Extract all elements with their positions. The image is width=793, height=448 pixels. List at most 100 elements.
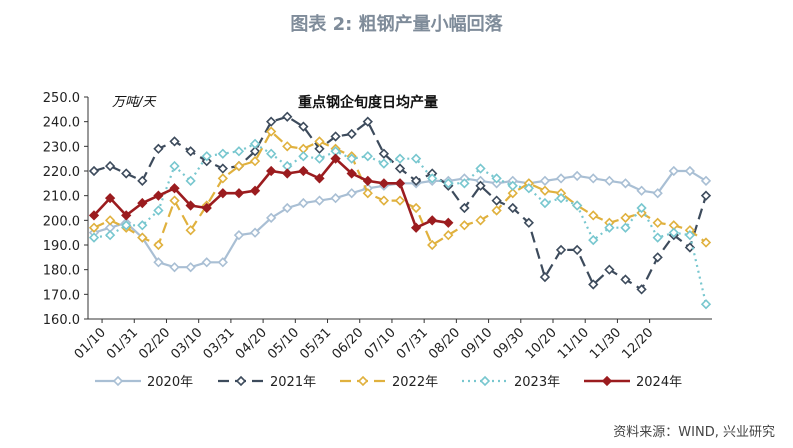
x-tick-label: 04/20 bbox=[233, 325, 270, 362]
data-point-2021年 bbox=[153, 143, 164, 154]
data-point-2021年 bbox=[121, 168, 132, 179]
data-point-2023年 bbox=[459, 178, 470, 189]
data-point-2023年 bbox=[378, 158, 390, 169]
legend-marker-2020年 bbox=[112, 375, 124, 387]
data-point-2020年 bbox=[233, 230, 245, 241]
data-point-2023年 bbox=[523, 183, 534, 194]
data-point-2024年 bbox=[153, 190, 164, 201]
x-tick-label: 02/20 bbox=[136, 325, 173, 362]
source-note: 资料来源：WIND, 兴业研究 bbox=[613, 425, 775, 440]
data-point-2022年 bbox=[475, 215, 486, 226]
data-point-2021年 bbox=[330, 131, 341, 142]
data-point-2021年 bbox=[298, 121, 309, 132]
data-point-2024年 bbox=[169, 183, 180, 194]
data-point-2022年 bbox=[362, 188, 373, 199]
data-point-2021年 bbox=[604, 264, 615, 275]
x-tick-label: 03/31 bbox=[201, 325, 238, 362]
data-point-2024年 bbox=[378, 178, 390, 189]
x-tick-label: 11/10 bbox=[555, 325, 592, 362]
data-point-2022年 bbox=[507, 188, 518, 199]
data-point-2023年 bbox=[572, 200, 583, 211]
legend-label-2021年: 2021年 bbox=[270, 375, 316, 390]
data-point-2022年 bbox=[233, 160, 245, 172]
data-point-2023年 bbox=[604, 222, 615, 233]
data-point-2020年 bbox=[249, 227, 261, 238]
data-point-2023年 bbox=[153, 205, 164, 216]
data-point-2021年 bbox=[620, 274, 631, 285]
data-point-2020年 bbox=[620, 178, 631, 189]
data-point-2022年 bbox=[169, 195, 180, 206]
data-point-2022年 bbox=[249, 156, 261, 167]
data-point-2020年 bbox=[604, 175, 615, 186]
data-point-2022年 bbox=[410, 202, 422, 214]
x-tick-label: 03/10 bbox=[168, 325, 205, 362]
y-tick-label: 250.0 bbox=[43, 91, 80, 106]
data-point-2022年 bbox=[491, 205, 502, 216]
data-point-2024年 bbox=[121, 210, 132, 221]
data-point-2023年 bbox=[588, 234, 599, 246]
data-point-2023年 bbox=[539, 197, 551, 209]
data-point-2023年 bbox=[266, 148, 277, 159]
data-point-2024年 bbox=[282, 168, 293, 179]
data-point-2021年 bbox=[539, 271, 551, 283]
data-point-2020年 bbox=[266, 212, 277, 223]
data-point-2021年 bbox=[266, 116, 277, 127]
data-point-2020年 bbox=[330, 193, 341, 204]
legend-marker-2021年 bbox=[235, 375, 247, 387]
data-point-2022年 bbox=[394, 195, 406, 206]
data-point-2022年 bbox=[282, 141, 293, 152]
x-tick-label: 05/31 bbox=[297, 325, 334, 362]
y-tick-label: 160.0 bbox=[43, 313, 80, 328]
data-point-2023年 bbox=[362, 151, 373, 162]
y-tick-label: 230.0 bbox=[43, 140, 80, 155]
data-point-2024年 bbox=[298, 165, 309, 177]
data-point-2024年 bbox=[249, 185, 261, 196]
data-point-2021年 bbox=[88, 165, 100, 177]
data-point-2024年 bbox=[314, 173, 325, 184]
data-point-2022年 bbox=[443, 230, 454, 241]
data-point-2022年 bbox=[652, 217, 663, 228]
data-point-2023年 bbox=[88, 232, 100, 243]
data-point-2024年 bbox=[394, 178, 406, 189]
data-point-2022年 bbox=[539, 185, 551, 196]
data-point-2020年 bbox=[153, 257, 164, 268]
data-point-2020年 bbox=[346, 188, 357, 199]
data-point-2020年 bbox=[555, 173, 567, 184]
data-point-2023年 bbox=[475, 163, 486, 174]
data-point-2022年 bbox=[153, 239, 164, 251]
data-point-2020年 bbox=[282, 202, 293, 214]
data-point-2021年 bbox=[684, 242, 696, 253]
data-point-2021年 bbox=[137, 175, 148, 186]
data-point-2023年 bbox=[121, 220, 132, 231]
x-tick-label: 05/10 bbox=[265, 325, 302, 362]
data-point-2023年 bbox=[410, 153, 422, 164]
data-point-2021年 bbox=[410, 175, 422, 186]
data-point-2020年 bbox=[539, 175, 551, 186]
data-point-2022年 bbox=[378, 195, 390, 206]
data-point-2023年 bbox=[620, 222, 631, 233]
data-point-2021年 bbox=[572, 244, 583, 256]
y-tick-label: 240.0 bbox=[43, 116, 80, 131]
y-tick-label: 220.0 bbox=[43, 165, 80, 180]
data-point-2021年 bbox=[700, 190, 712, 201]
legend-label-2023年: 2023年 bbox=[514, 375, 560, 390]
x-tick-label: 11/30 bbox=[587, 325, 624, 362]
data-point-2024年 bbox=[201, 202, 212, 214]
data-point-2023年 bbox=[298, 151, 309, 162]
data-point-2022年 bbox=[459, 220, 470, 231]
data-point-2023年 bbox=[201, 151, 212, 162]
data-point-2023年 bbox=[217, 148, 228, 159]
data-point-2021年 bbox=[636, 284, 647, 295]
data-point-2023年 bbox=[491, 173, 502, 184]
data-point-2020年 bbox=[684, 165, 696, 177]
data-point-2022年 bbox=[104, 215, 116, 226]
data-point-2021年 bbox=[459, 202, 470, 214]
data-point-2022年 bbox=[620, 212, 631, 223]
legend-label-2024年: 2024年 bbox=[636, 375, 682, 390]
data-point-2021年 bbox=[185, 146, 196, 157]
data-point-2022年 bbox=[217, 173, 228, 184]
y-tick-label: 170.0 bbox=[43, 288, 80, 303]
x-tick-label: 07/10 bbox=[362, 325, 399, 362]
data-point-2023年 bbox=[668, 227, 679, 238]
data-point-2021年 bbox=[475, 180, 486, 191]
